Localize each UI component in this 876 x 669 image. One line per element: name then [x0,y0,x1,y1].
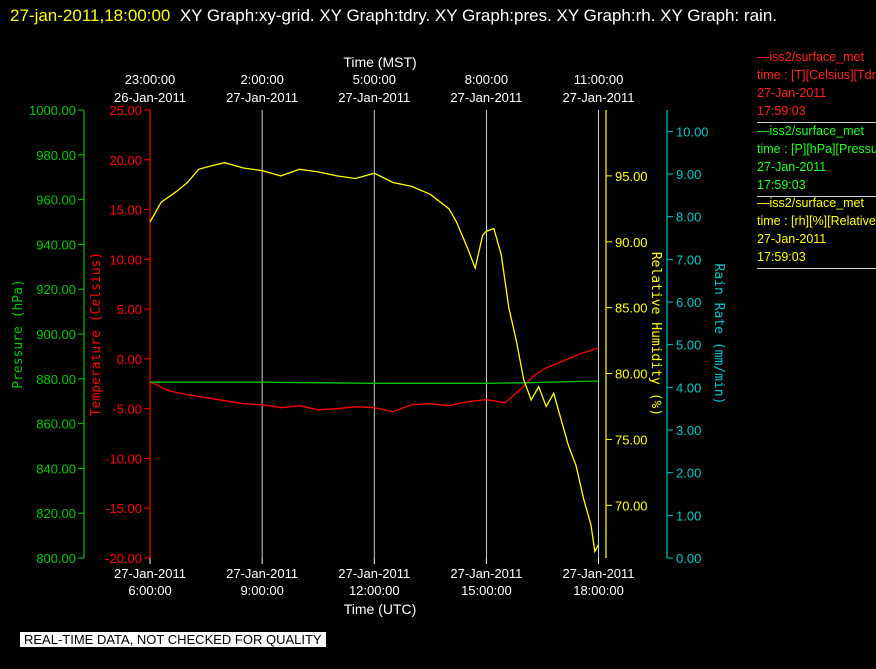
humidity-tick-label: 90.00 [615,235,648,250]
top-tick-label-date: 27-Jan-2011 [563,90,635,105]
rain-tick-label: 0.00 [676,551,701,566]
legend-line2: time : [T][Celsius][Tdry] [757,68,876,82]
pressure-tick-label: 840.00 [36,461,76,476]
humidity-tick-label: 80.00 [615,367,648,382]
x-tick-label-date: 27-Jan-2011 [226,566,298,581]
humidity-tick-label: 75.00 [615,432,648,447]
rain-tick-label: 4.00 [676,380,701,395]
pressure-tick-label: 900.00 [36,327,76,342]
legend-line4: 17:59:03 [757,178,806,192]
legend-line1: —iss2/surface_met [757,196,864,210]
x-tick-label-time: 9:00:00 [240,583,283,598]
legend-humidity: —iss2/surface_met time : [rh][%][Relativ… [757,194,876,269]
rain-axis-label: Rain Rate (mm/min) [711,264,726,405]
rain-tick-label: 9.00 [676,167,701,182]
legend-pressure: —iss2/surface_met time : [P][hPa][Pressu… [757,122,876,197]
x-tick-label-date: 27-Jan-2011 [450,566,522,581]
legend-line1: —iss2/surface_met [757,50,864,64]
grid-lines [149,110,599,558]
x-tick-label-date: 27-Jan-2011 [563,566,635,581]
top-tick-label-date: 27-Jan-2011 [226,90,298,105]
rain-tick-label: 1.00 [676,508,701,523]
pressure-tick-label: 980.00 [36,148,76,163]
series-rh [149,162,600,554]
temperature-tick-label: 25.00 [109,103,142,118]
pressure-tick-label: 960.00 [36,193,76,208]
legend-line4: 17:59:03 [757,104,806,118]
temperature-axis-label: Temperature (Celsius) [89,252,104,416]
legend-line3: 27-Jan-2011 [757,232,827,246]
top-tick-label-time: 23:00:00 [125,72,176,87]
humidity-tick-label: 95.00 [615,169,648,184]
temperature-tick-label: -15.00 [105,501,142,516]
legend-line4: 17:59:03 [757,250,806,264]
top-tick-label-time: 8:00:00 [465,72,508,87]
x-tick-label-time: 12:00:00 [349,583,400,598]
rain-tick-label: 3.00 [676,423,701,438]
rain-tick-label: 2.00 [676,466,701,481]
humidity-tick-label: 85.00 [615,301,648,316]
legend-line1: —iss2/surface_met [757,124,864,138]
temperature-tick-label: -10.00 [105,451,142,466]
quality-disclaimer: REAL-TIME DATA, NOT CHECKED FOR QUALITY [20,632,326,647]
series-tdry [149,347,599,413]
x-tick-label-time: 18:00:00 [573,583,624,598]
pressure-tick-label: 940.00 [36,237,76,252]
temperature-tick-label: 10.00 [109,252,142,267]
axis-labels: 27-Jan-2011 6:00:00 27-Jan-2011 9:00:00 27-J… [11,54,726,617]
legend-tdry: —iss2/surface_met time : [T][Celsius][Td… [757,48,876,123]
temperature-tick-label: -20.00 [105,551,142,566]
top-tick-label-date: 27-Jan-2011 [338,90,410,105]
x-tick-label-time: 6:00:00 [128,583,171,598]
rain-tick-label: 5.00 [676,338,701,353]
top-tick-label-date: 27-Jan-2011 [450,90,522,105]
x-axis-label: Time (UTC) [344,601,417,617]
top-tick-label-time: 2:00:00 [240,72,283,87]
temperature-tick-label: 20.00 [109,153,142,168]
pressure-tick-label: 820.00 [36,506,76,521]
pressure-tick-label: 880.00 [36,372,76,387]
temperature-tick-label: 15.00 [109,203,142,218]
rain-tick-label: 7.00 [676,252,701,267]
top-tick-label-time: 5:00:00 [353,72,396,87]
plot-lines [149,162,600,554]
humidity-tick-label: 70.00 [615,498,648,513]
temperature-tick-label: 0.00 [117,352,142,367]
chart-title: 27-jan-2011,18:00:00 XY Graph:xy-grid. X… [10,2,860,30]
legend-line2: time : [P][hPa][Pressure] [757,142,876,156]
temperature-tick-label: 5.00 [117,302,142,317]
rain-tick-label: 6.00 [676,295,701,310]
legend-line3: 27-Jan-2011 [757,160,827,174]
top-tick-label-date: 26-Jan-2011 [114,90,186,105]
pressure-tick-label: 1000.00 [29,103,76,118]
top-axis-label: Time (MST) [343,54,416,70]
rain-tick-label: 8.00 [676,210,701,225]
timestamp: 27-jan-2011,18:00:00 [10,6,171,25]
axes [78,109,673,564]
temperature-tick-label: -5.00 [112,402,142,417]
series-pressure [150,380,599,384]
rain-tick-label: 10.00 [676,124,709,139]
pressure-axis-label: Pressure (hPa) [11,279,26,389]
top-tick-label-time: 11:00:00 [574,72,624,87]
legend-line3: 27-Jan-2011 [757,86,827,100]
legend-line2: time : [rh][%][Relative Humidity] [757,214,876,228]
humidity-axis-label: Relative Humidity (%) [648,252,663,416]
pressure-tick-label: 800.00 [36,551,76,566]
pressure-tick-label: 920.00 [36,282,76,297]
pressure-tick-label: 860.00 [36,417,76,432]
graph-list: XY Graph:xy-grid. XY Graph:tdry. XY Grap… [179,6,778,25]
x-tick-label-date: 27-Jan-2011 [114,566,186,581]
x-tick-label-date: 27-Jan-2011 [338,566,410,581]
x-tick-label-time: 15:00:00 [461,583,512,598]
